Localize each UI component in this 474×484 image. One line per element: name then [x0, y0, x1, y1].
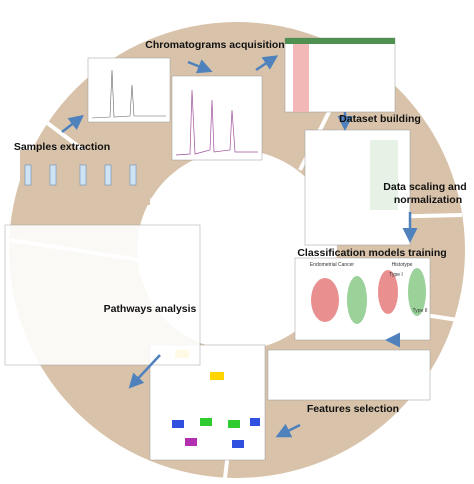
step-label: Dataset building: [339, 113, 421, 125]
panel-text: Endometrial Cancer: [310, 262, 355, 268]
panel-text: Type II: [412, 308, 427, 314]
cluster: [347, 276, 367, 324]
features-panel: [267, 349, 431, 401]
spreadsheet-header: [285, 38, 395, 44]
arrows: [61, 55, 418, 438]
step-label: Samples extraction: [14, 141, 110, 153]
panel-text: Type I: [389, 272, 403, 278]
panel-text: Histotype: [392, 262, 413, 268]
chromatogram-trace: [175, 89, 258, 156]
step-label: normalization: [394, 194, 462, 206]
chromatogram-panel: [171, 75, 263, 161]
spreadsheet-column: [293, 44, 309, 112]
cluster: [311, 278, 339, 322]
step-label: Features selection: [307, 403, 399, 415]
step-label: Data scaling and: [383, 181, 466, 193]
step-label: Pathways analysis: [104, 303, 197, 315]
pathways-panel: [4, 224, 201, 366]
step-label: Classification models training: [297, 247, 446, 259]
cluster: [378, 270, 398, 314]
labels: Chromatograms acquisition Dataset buildi…: [14, 39, 467, 415]
chromatogram-trace: [91, 69, 166, 119]
panels: [4, 37, 431, 461]
step-label: Chromatograms acquisition: [145, 39, 284, 51]
chromatogram-panel: [87, 57, 171, 123]
scaling-plot: [370, 140, 398, 210]
sample-tubes: [24, 164, 137, 186]
cluster: [408, 268, 426, 316]
